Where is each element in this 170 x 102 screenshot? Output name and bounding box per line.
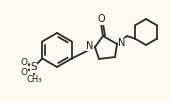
Text: O: O bbox=[21, 68, 28, 77]
Text: N: N bbox=[118, 38, 126, 48]
Text: CH₃: CH₃ bbox=[27, 75, 42, 84]
Text: N: N bbox=[86, 41, 94, 51]
Text: S: S bbox=[30, 63, 37, 73]
Text: O: O bbox=[97, 14, 105, 24]
Text: O: O bbox=[21, 58, 28, 67]
